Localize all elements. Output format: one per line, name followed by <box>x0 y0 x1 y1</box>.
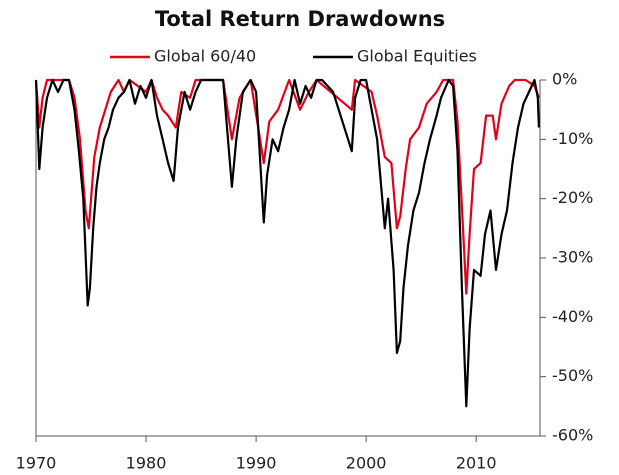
y-tick-label: -50% <box>552 366 593 385</box>
y-tick-label: 0% <box>552 70 577 89</box>
y-tick-label: -20% <box>552 188 593 207</box>
legend-label: Global Equities <box>357 47 477 66</box>
x-tick-label: 2010 <box>456 454 497 473</box>
legend-label: Global 60/40 <box>154 47 256 66</box>
y-tick-label: -30% <box>552 248 593 267</box>
chart-title: Total Return Drawdowns <box>155 7 445 31</box>
x-tick-label: 1980 <box>126 454 167 473</box>
x-tick-label: 1970 <box>16 454 57 473</box>
series-line <box>34 78 540 408</box>
x-tick-label: 2000 <box>346 454 387 473</box>
y-tick-label: -60% <box>552 426 593 445</box>
y-tick-label: -40% <box>552 307 593 326</box>
y-tick-label: -10% <box>552 129 593 148</box>
x-tick-label: 1990 <box>236 454 277 473</box>
series-line <box>34 78 540 295</box>
